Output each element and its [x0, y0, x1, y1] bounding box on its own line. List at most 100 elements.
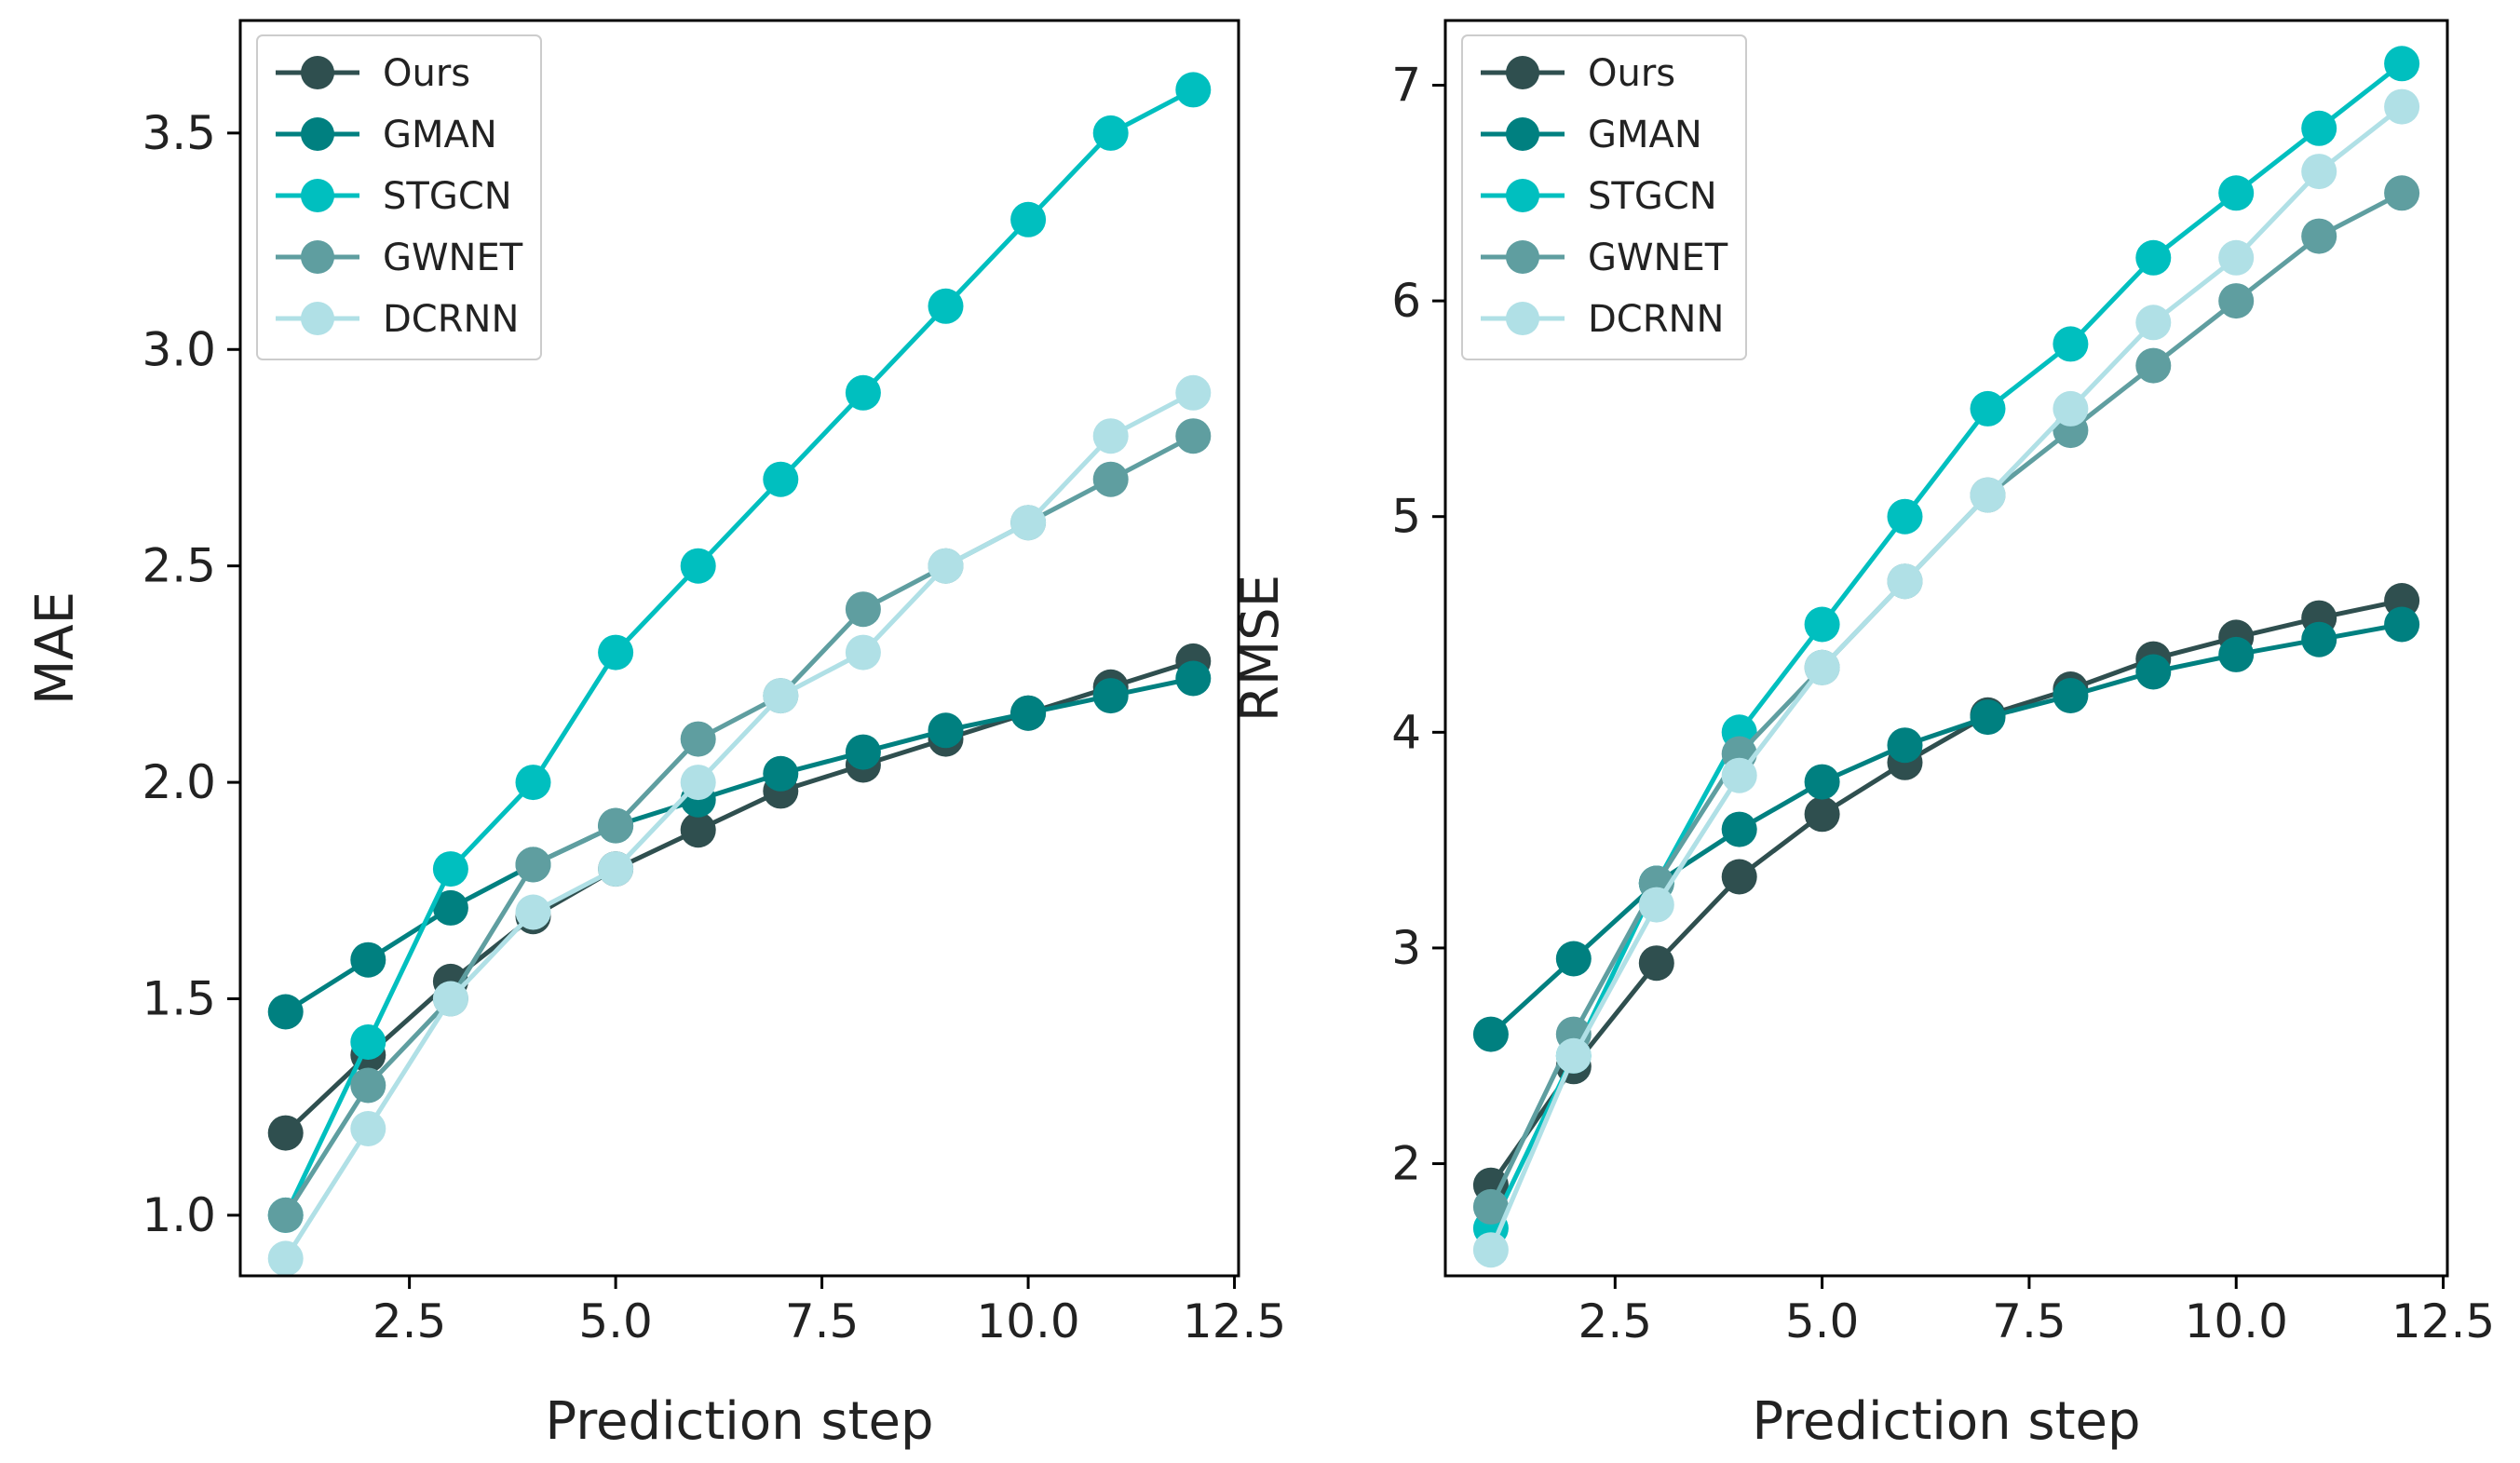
- mae-ytick-label-5: 3.5: [142, 106, 216, 160]
- mae-line-ours: [283, 658, 1195, 1135]
- rmse-legend-box: [1461, 34, 1747, 360]
- rmse-legend-label-gman: GMAN: [1588, 114, 1702, 156]
- rmse-point-dcrnn-10: [2218, 239, 2255, 276]
- rmse-point-gman-6: [1887, 727, 1923, 764]
- mae-point-ours-6: [680, 812, 716, 848]
- mae-point-gman-7: [763, 755, 799, 792]
- rmse-point-ours-5: [1804, 796, 1840, 833]
- mae-point-gwnet-12: [1175, 418, 1212, 454]
- mae-point-gman-2: [350, 941, 386, 978]
- mae-point-dcrnn-4: [515, 894, 551, 930]
- mae-ytick-label-2: 2.0: [142, 755, 216, 809]
- mae-point-dcrnn-11: [1092, 418, 1129, 454]
- mae-legend-label-ours: Ours: [383, 52, 470, 95]
- mae-point-stgcn-6: [680, 548, 716, 584]
- rmse-xtick-label-3: 10.0: [2185, 1294, 2288, 1348]
- mae-point-ours-1: [267, 1115, 304, 1151]
- mae-point-gman-3: [432, 889, 468, 926]
- mae-legend-label-gman: GMAN: [383, 114, 497, 156]
- mae-point-dcrnn-10: [1010, 505, 1047, 541]
- rmse-point-gwnet-12: [2384, 175, 2420, 211]
- rmse-series-dcrnn: [1472, 88, 2420, 1268]
- mae-axes-frame: [238, 19, 1240, 1278]
- mae-line-gwnet: [283, 433, 1195, 1217]
- rmse-point-dcrnn-1: [1472, 1232, 1509, 1268]
- mae-xtick-label-4: 12.5: [1183, 1294, 1286, 1348]
- mae-xtick-label-0: 2.5: [373, 1294, 447, 1348]
- mae-point-dcrnn-8: [845, 634, 881, 671]
- rmse-line-dcrnn: [1488, 104, 2404, 1252]
- mae-legend-marker-stgcn: [301, 179, 334, 212]
- mae-point-gwnet-8: [845, 591, 881, 628]
- rmse-point-gman-2: [1555, 941, 1592, 977]
- rmse-point-gwnet-9: [2135, 347, 2172, 384]
- rmse-legend-marker-ours: [1506, 56, 1539, 89]
- rmse-point-stgcn-10: [2218, 175, 2255, 211]
- mae-point-stgcn-2: [350, 1024, 386, 1060]
- mae-series-dcrnn: [267, 374, 1212, 1277]
- rmse-point-dcrnn-11: [2301, 154, 2337, 190]
- rmse-legend-label-dcrnn: DCRNN: [1588, 298, 1724, 341]
- rmse-legend-marker-gman: [1506, 117, 1539, 151]
- rmse-point-gwnet-10: [2218, 283, 2255, 319]
- rmse-xtick-label-0: 2.5: [1578, 1294, 1653, 1348]
- mae-point-stgcn-9: [928, 288, 964, 324]
- rmse-ytick-label-4: 6: [1391, 274, 1421, 328]
- mae-point-dcrnn-9: [928, 548, 964, 584]
- rmse-ytick-label-3: 5: [1391, 490, 1421, 544]
- rmse-point-dcrnn-9: [2135, 305, 2172, 341]
- mae-point-gman-11: [1092, 678, 1129, 714]
- mae-point-gwnet-1: [267, 1197, 304, 1233]
- mae-legend-marker-gwnet: [301, 240, 334, 274]
- rmse-legend-label-stgcn: STGCN: [1588, 175, 1717, 218]
- rmse-point-gman-7: [1970, 699, 2006, 736]
- mae-legend-marker-gman: [301, 117, 334, 151]
- rmse-ytick-label-1: 3: [1391, 921, 1421, 975]
- rmse-xlabel: Prediction step: [1752, 1391, 2140, 1452]
- rmse-legend: Ours GMAN STGCN GWNET DCRNN: [1461, 34, 1747, 360]
- rmse-point-gman-5: [1804, 764, 1840, 800]
- rmse-chart: 2.5 5.0 7.5 10.0 12.5 2 3 4 5 6 7 Prediction step RM…: [1230, 19, 2495, 1452]
- mae-point-dcrnn-2: [350, 1111, 386, 1146]
- mae-point-stgcn-11: [1092, 115, 1129, 151]
- mae-point-stgcn-3: [432, 851, 468, 887]
- mae-point-stgcn-10: [1010, 201, 1047, 237]
- mae-xtick-label-3: 10.0: [976, 1294, 1079, 1348]
- mae-point-stgcn-8: [845, 374, 881, 411]
- rmse-point-dcrnn-8: [2053, 390, 2089, 427]
- mae-point-gman-10: [1010, 695, 1047, 731]
- mae-ytick-label-1: 1.5: [142, 972, 216, 1026]
- mae-series-gwnet: [267, 418, 1212, 1233]
- rmse-ylabel: RMSE: [1230, 575, 1291, 722]
- rmse-point-dcrnn-4: [1721, 757, 1757, 793]
- rmse-point-gman-9: [2135, 654, 2172, 690]
- rmse-xtick-label-1: 5.0: [1785, 1294, 1860, 1348]
- rmse-point-ours-4: [1721, 859, 1757, 895]
- rmse-point-stgcn-11: [2301, 110, 2337, 146]
- mae-line-dcrnn: [283, 390, 1195, 1260]
- rmse-legend-marker-stgcn: [1506, 179, 1539, 212]
- mae-point-stgcn-5: [598, 634, 634, 671]
- rmse-point-gman-8: [2053, 678, 2089, 713]
- mae-point-gman-8: [845, 734, 881, 770]
- rmse-line-gman: [1489, 622, 2403, 1036]
- rmse-ytick-label-5: 7: [1391, 58, 1421, 112]
- rmse-series-gman: [1472, 606, 2420, 1052]
- rmse-point-ours-3: [1638, 945, 1674, 982]
- rmse-legend-label-gwnet: GWNET: [1588, 237, 1728, 279]
- mae-point-gman-9: [928, 712, 964, 749]
- mae-series-stgcn: [267, 72, 1212, 1233]
- rmse-series-ours: [1472, 583, 2420, 1203]
- rmse-point-dcrnn-7: [1970, 477, 2006, 513]
- mae-legend-box: [256, 34, 542, 360]
- rmse-point-stgcn-12: [2384, 46, 2420, 82]
- mae-xtick-label-2: 7.5: [785, 1294, 860, 1348]
- mae-point-gman-12: [1175, 660, 1212, 697]
- rmse-point-dcrnn-6: [1887, 563, 1923, 600]
- rmse-point-stgcn-5: [1804, 606, 1840, 643]
- mae-point-dcrnn-7: [763, 678, 799, 714]
- mae-xtick-label-1: 5.0: [578, 1294, 653, 1348]
- mae-line-gman: [284, 676, 1194, 1014]
- mae-chart: 2.5 5.0 7.5 10.0 12.5 1.0 1.5 2.0 2.5 3.0 3.5 Predi…: [25, 19, 1286, 1452]
